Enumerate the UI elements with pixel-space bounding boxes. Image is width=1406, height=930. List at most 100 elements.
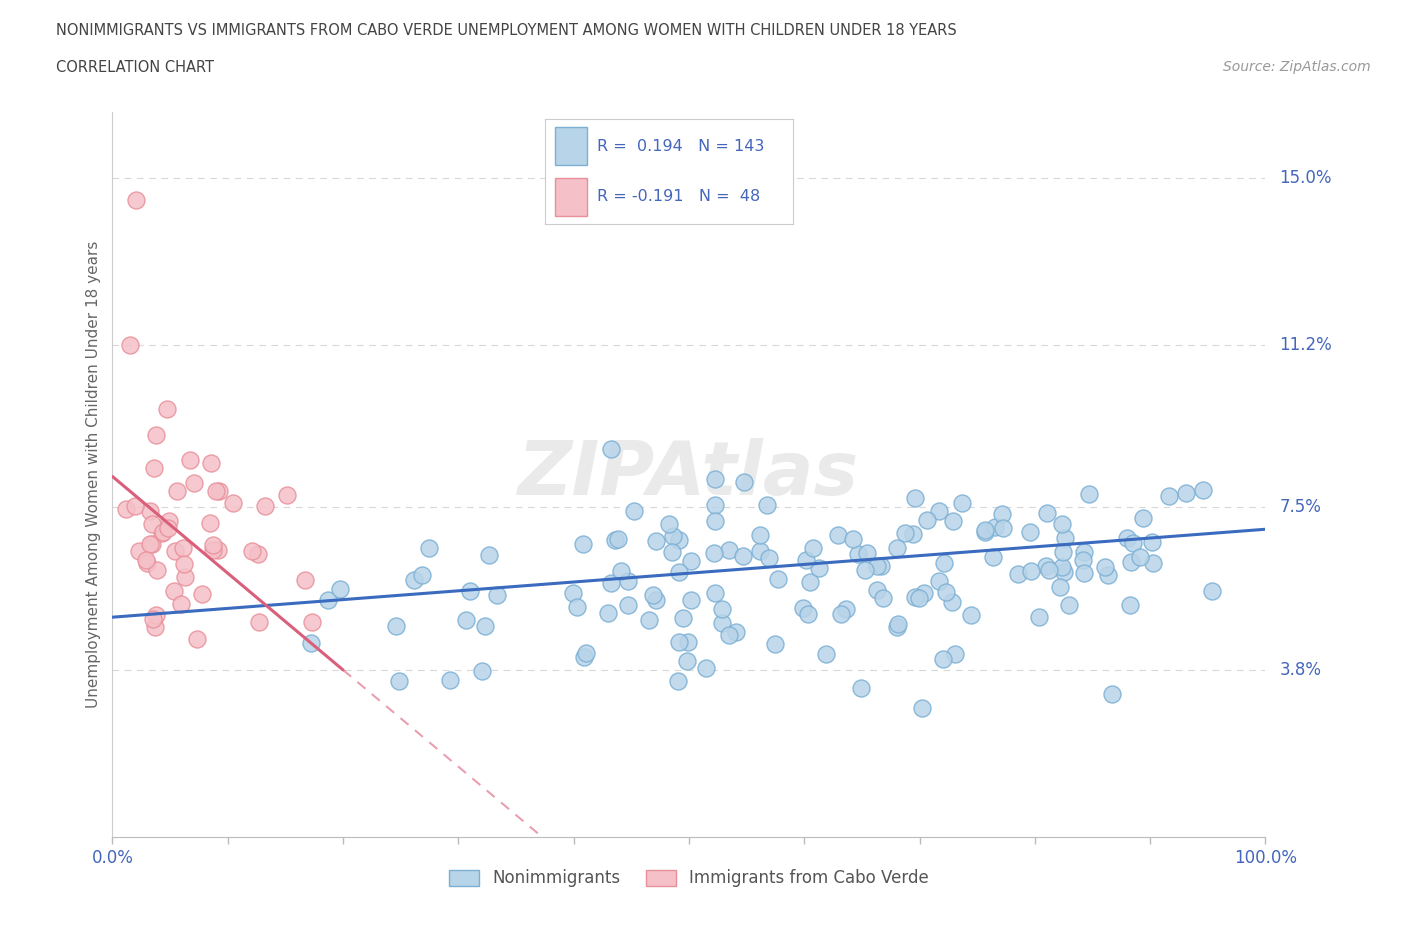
Point (179, 452, 201, 467)
Point (842, 531, 865, 546)
Point (886, 619, 908, 634)
Point (666, 673, 689, 688)
Point (418, 540, 440, 555)
Point (855, 563, 877, 578)
Point (478, 548, 501, 563)
Point (486, 587, 509, 602)
Point (792, 601, 814, 616)
Point (1073, 565, 1095, 580)
Point (141, 537, 163, 551)
Point (617, 574, 640, 589)
Point (984, 519, 1007, 534)
Point (830, 606, 852, 621)
Point (165, 544, 187, 559)
Point (1071, 553, 1094, 568)
Point (1050, 560, 1073, 575)
Point (815, 646, 838, 661)
Point (908, 591, 931, 605)
Point (152, 525, 174, 540)
Point (681, 553, 703, 568)
Point (915, 512, 938, 527)
Point (886, 540, 908, 555)
Point (1038, 563, 1060, 578)
Point (221, 496, 243, 511)
Point (1052, 544, 1074, 559)
Point (942, 513, 965, 528)
Point (145, 428, 167, 443)
Point (1122, 536, 1144, 551)
Point (156, 402, 179, 417)
Point (201, 543, 224, 558)
Point (1019, 564, 1042, 578)
Point (704, 513, 727, 528)
Point (142, 612, 165, 627)
Point (794, 552, 817, 567)
Point (703, 472, 725, 486)
Point (276, 488, 298, 503)
Point (200, 456, 222, 471)
Point (676, 635, 699, 650)
Point (157, 513, 180, 528)
Point (173, 556, 195, 571)
Point (575, 645, 598, 660)
Point (599, 576, 621, 591)
Point (1054, 530, 1077, 545)
Point (152, 525, 174, 539)
Point (945, 646, 967, 661)
Point (1129, 550, 1152, 565)
Point (247, 615, 270, 630)
Point (755, 498, 778, 512)
Point (139, 504, 162, 519)
Point (704, 497, 727, 512)
Point (668, 533, 690, 548)
Point (974, 525, 997, 540)
Point (645, 534, 668, 549)
Point (156, 520, 179, 535)
Point (749, 527, 772, 542)
Point (768, 572, 790, 587)
Point (869, 558, 891, 573)
Point (190, 587, 212, 602)
Point (1007, 566, 1029, 581)
Point (118, 338, 141, 352)
Point (973, 523, 995, 538)
Point (887, 617, 910, 631)
Text: Source: ZipAtlas.com: Source: ZipAtlas.com (1223, 60, 1371, 74)
Point (458, 583, 481, 598)
Point (935, 585, 957, 600)
Point (599, 441, 621, 456)
Point (849, 681, 872, 696)
Point (1019, 525, 1042, 539)
Point (658, 516, 681, 531)
Point (139, 537, 162, 551)
Point (981, 550, 1004, 565)
Point (718, 542, 741, 557)
Point (638, 613, 661, 628)
Text: 15.0%: 15.0% (1279, 168, 1331, 187)
Point (1159, 488, 1181, 503)
Point (294, 573, 316, 588)
Point (205, 484, 228, 498)
Point (299, 635, 322, 650)
Point (934, 555, 956, 570)
Point (115, 501, 138, 516)
Point (607, 532, 630, 547)
Point (170, 597, 193, 612)
Point (703, 586, 725, 601)
Point (1057, 598, 1080, 613)
Point (717, 628, 740, 643)
Point (1035, 558, 1057, 573)
Point (572, 649, 595, 664)
Point (207, 484, 229, 498)
Point (174, 570, 197, 585)
Point (866, 582, 889, 597)
Point (200, 515, 222, 530)
Point (912, 586, 935, 601)
Point (1175, 485, 1198, 500)
Point (572, 537, 595, 551)
Point (827, 527, 849, 542)
Text: NONIMMIGRANTS VS IMMIGRANTS FROM CABO VERDE UNEMPLOYMENT AMONG WOMEN WITH CHILDR: NONIMMIGRANTS VS IMMIGRANTS FROM CABO VE… (56, 23, 957, 38)
Legend: Nonimmigrants, Immigrants from Cabo Verde: Nonimmigrants, Immigrants from Cabo Verd… (443, 863, 935, 894)
Point (596, 605, 619, 620)
Point (1192, 482, 1215, 497)
